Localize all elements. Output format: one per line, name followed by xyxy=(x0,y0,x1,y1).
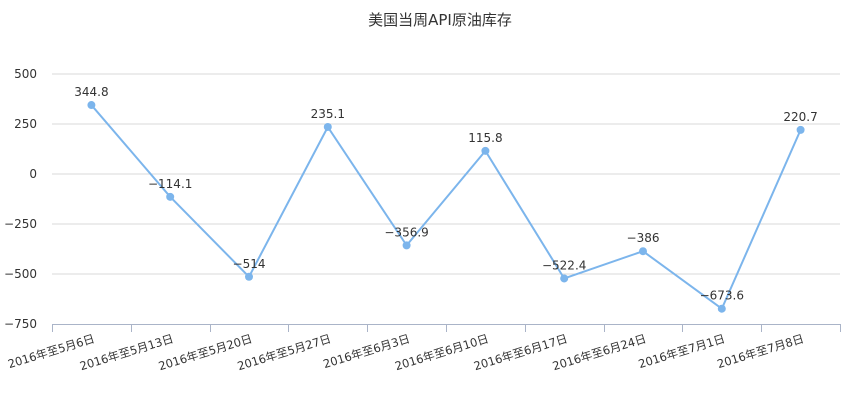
data-label: 115.8 xyxy=(468,131,502,145)
data-labels: 344.8 −114.1 −514 235.1 −356.9 115.8 −522.4 −38… xyxy=(74,85,818,303)
y-tick-label: −500 xyxy=(4,267,37,281)
data-point xyxy=(639,247,647,256)
data-label: −673.6 xyxy=(700,289,744,303)
grid-lines xyxy=(52,73,840,275)
series-line xyxy=(90,104,802,310)
x-axis: 2016年至5月6日2016年至5月13日2016年至5月20日2016年至5月… xyxy=(6,324,841,373)
data-label: −386 xyxy=(627,231,660,245)
chart-title: 美国当周API原油库存 xyxy=(368,11,512,29)
data-point xyxy=(166,192,175,201)
data-point xyxy=(796,125,805,134)
data-point xyxy=(560,274,569,283)
data-label: −114.1 xyxy=(148,177,192,191)
x-tick-label: 2016年至7月8日 xyxy=(715,331,805,371)
data-label: −522.4 xyxy=(542,258,586,272)
x-tick-label: 2016年至7月1日 xyxy=(637,331,727,371)
y-tick-label: −750 xyxy=(4,317,37,331)
data-label: 235.1 xyxy=(311,107,345,121)
data-label: 220.7 xyxy=(783,110,817,124)
y-tick-label: −250 xyxy=(4,217,37,231)
data-point xyxy=(402,241,411,250)
data-point xyxy=(323,122,332,131)
data-point xyxy=(481,146,490,155)
data-label: 344.8 xyxy=(74,85,108,99)
y-tick-label: 500 xyxy=(14,67,37,81)
data-label: −514 xyxy=(233,257,266,271)
data-point xyxy=(717,304,726,313)
data-point xyxy=(87,101,96,110)
data-label: −356.9 xyxy=(384,225,428,239)
y-tick-label: 250 xyxy=(14,117,37,131)
y-axis: 500 250 0 −250 −500 −750 xyxy=(4,67,37,331)
data-series xyxy=(87,101,805,313)
data-point xyxy=(245,272,253,281)
y-tick-label: 0 xyxy=(29,167,37,181)
